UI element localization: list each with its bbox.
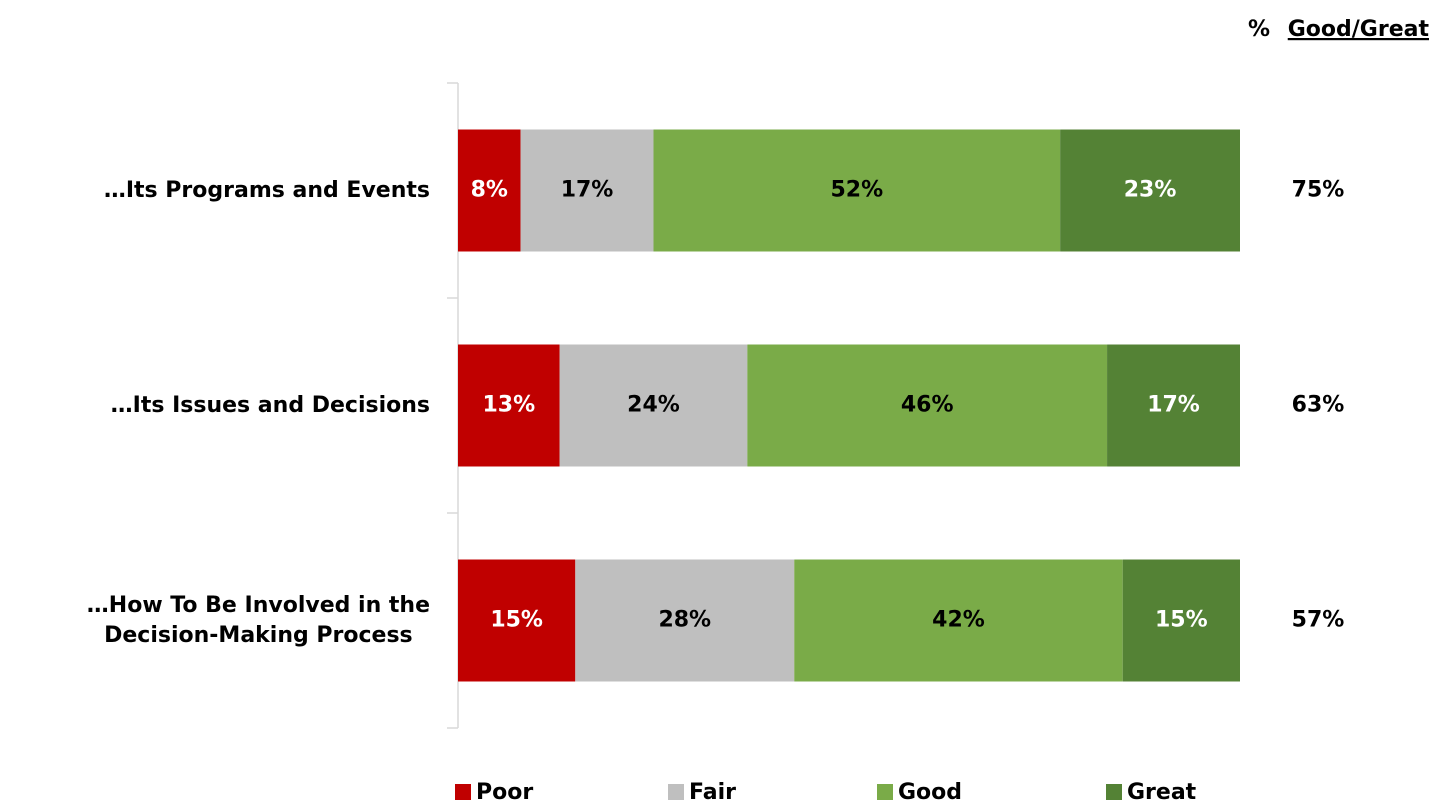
legend-swatch [455,784,471,800]
bar-segment [1060,129,1240,252]
data-label: 28% [658,608,711,633]
category-label: …Its Programs and Events [103,177,430,203]
data-label: 15% [1155,608,1208,633]
total-header-prefix: % [1248,17,1270,42]
bar-segment [520,129,654,252]
total-label: 63% [1292,393,1345,418]
bar-segment [575,559,795,682]
category-label: …How To Be Involved in the Decision-Maki… [86,592,430,648]
legend-label: Poor [476,780,533,805]
bar-segment [1122,559,1240,682]
bar-segment [458,344,560,467]
legend-swatch [668,784,684,800]
legend-swatch [877,784,893,800]
data-label: 8% [471,178,508,203]
bar-segment [559,344,748,467]
legend-label: Fair [689,780,736,805]
category-label: …Its Issues and Decisions [110,392,430,418]
total-label: 57% [1292,608,1345,633]
data-label: 46% [901,393,954,418]
bar-segment [747,344,1108,467]
data-label: 52% [830,178,883,203]
data-label: 17% [1147,393,1200,418]
bar-segment [458,129,521,252]
data-label: 15% [490,608,543,633]
total-header: Good/Great [1288,17,1430,42]
total-label: 75% [1292,178,1345,203]
data-label: 13% [482,393,535,418]
legend-swatch [1106,784,1122,800]
data-label: 24% [627,393,680,418]
data-label: 42% [932,608,985,633]
bar-segment [653,129,1061,252]
bar-segment [1107,344,1240,467]
data-label: 23% [1124,178,1177,203]
legend-label: Good [898,780,962,805]
bar-segment [458,559,576,682]
data-label: 17% [561,178,614,203]
legend-label: Great [1127,780,1197,805]
bar-segment [794,559,1123,682]
